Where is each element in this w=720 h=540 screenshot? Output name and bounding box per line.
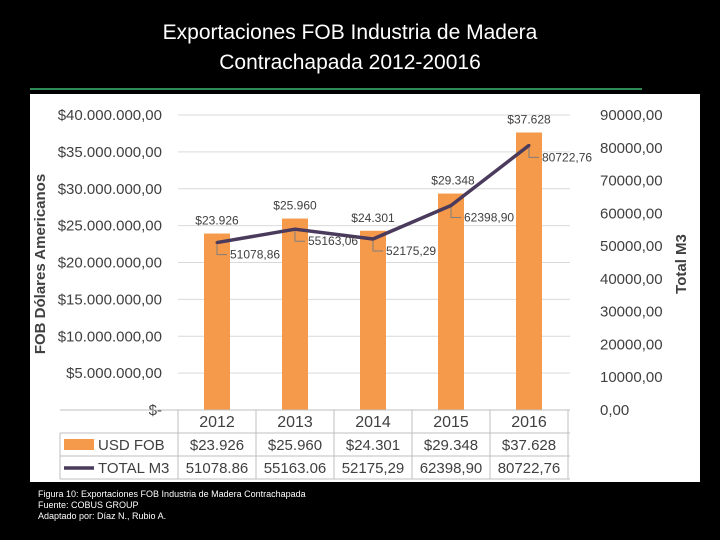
line-data-label: 80722,76 <box>542 150 592 164</box>
bar-usd-fob <box>438 193 464 410</box>
line-label-leader <box>294 231 305 242</box>
x-category-label: 2014 <box>355 414 391 431</box>
line-point <box>293 227 297 231</box>
table-cell-value: 62398,90 <box>420 460 483 477</box>
y-right-tick-label: 70000,00 <box>600 173 663 190</box>
bar-data-label: $29.348 <box>431 174 475 188</box>
x-category-label: 2016 <box>511 414 547 431</box>
line-label-leader <box>528 147 539 158</box>
bar-usd-fob <box>282 218 308 410</box>
table-series-name: TOTAL M3 <box>98 460 169 477</box>
x-category-label: 2015 <box>433 414 469 431</box>
line-point <box>449 203 453 207</box>
y-right-axis-title: Total M3 <box>673 234 690 294</box>
table-cell-value: $24.301 <box>346 437 400 454</box>
x-category-label: 2012 <box>199 414 235 431</box>
y-right-tick-label: 90000,00 <box>600 107 663 124</box>
table-cell-value: $23.926 <box>190 437 244 454</box>
slide-title-line-1: Exportaciones FOB Industria de Madera <box>162 21 538 44</box>
line-data-label: 52175,29 <box>386 244 436 258</box>
caption-source-line: Fuente: COBUS GROUP <box>38 500 139 510</box>
table-cell-value: 52175,29 <box>342 460 405 477</box>
y-left-tick-label: $15.000.000,00 <box>58 291 162 308</box>
table-cell-value: 55163.06 <box>264 460 327 477</box>
y-right-tick-label: 30000,00 <box>600 304 663 321</box>
slide-title-line-2: Contrachapada 2012-20016 <box>219 51 481 74</box>
y-left-tick-label: $30.000.000,00 <box>58 181 162 198</box>
bar-data-label: $25.960 <box>273 199 317 213</box>
line-label-leader <box>216 244 227 256</box>
figure-caption: Figura 10: Exportaciones FOB Industria d… <box>38 489 306 522</box>
combo-chart: $-$5.000.000,00$10.000.000,00$15.000.000… <box>32 107 690 480</box>
table-cell-value: $37.628 <box>502 437 556 454</box>
y-right-tick-label: 0,00 <box>600 402 629 419</box>
y-left-tick-label: $5.000.000,00 <box>66 365 162 382</box>
line-data-label: 55163,06 <box>308 234 358 248</box>
line-point <box>215 241 219 245</box>
bar-data-label: $37.628 <box>507 112 551 126</box>
x-category-label: 2013 <box>277 414 313 431</box>
bar-usd-fob <box>516 132 542 410</box>
table-cell-value: 51078.86 <box>186 460 249 477</box>
line-point <box>527 143 531 147</box>
y-left-tick-label: $10.000.000,00 <box>58 328 162 345</box>
table-cell-value: 80722,76 <box>498 460 561 477</box>
line-point <box>371 237 375 241</box>
y-right-tick-label: 40000,00 <box>600 271 663 288</box>
y-left-axis-title: FOB Dólares Americanos <box>32 174 49 354</box>
y-right-tick-label: 20000,00 <box>600 336 663 353</box>
line-label-leader <box>372 240 383 252</box>
bar-data-label: $23.926 <box>195 214 239 228</box>
y-right-tick-label: 80000,00 <box>600 140 663 157</box>
bar-data-label: $24.301 <box>351 211 395 225</box>
title-divider <box>30 88 642 90</box>
y-right-tick-label: 50000,00 <box>600 238 663 255</box>
y-left-tick-label: $40.000.000,00 <box>58 107 162 124</box>
y-right-tick-label: 60000,00 <box>600 205 663 222</box>
caption-adapted-line: Adaptado por: Díaz N., Rubio A. <box>38 511 167 521</box>
table-cell-value: $25.960 <box>268 437 322 454</box>
bar-usd-fob <box>360 230 386 410</box>
line-label-leader <box>450 207 461 218</box>
line-total-m3 <box>216 144 531 245</box>
y-left-tick-label: $25.000.000,00 <box>58 218 162 235</box>
slide-title: Exportaciones FOB Industria de Madera Co… <box>0 18 700 78</box>
caption-figure-line: Figura 10: Exportaciones FOB Industria d… <box>38 489 306 499</box>
y-left-tick-label: $35.000.000,00 <box>58 144 162 161</box>
bar-usd-fob <box>204 233 230 410</box>
y-left-tick-label: $20.000.000,00 <box>58 255 162 272</box>
table-series-name: USD FOB <box>98 437 165 454</box>
line-data-label: 51078,86 <box>230 248 280 262</box>
y-right-tick-label: 10000,00 <box>600 369 663 386</box>
line-data-label: 62398,90 <box>464 210 514 224</box>
chart-panel: $- $5.000.000,00 $10.000.000,00 $15.000.000… <box>30 94 700 482</box>
legend-key-usd-fob <box>64 439 94 450</box>
table-cell-value: $29.348 <box>424 437 478 454</box>
